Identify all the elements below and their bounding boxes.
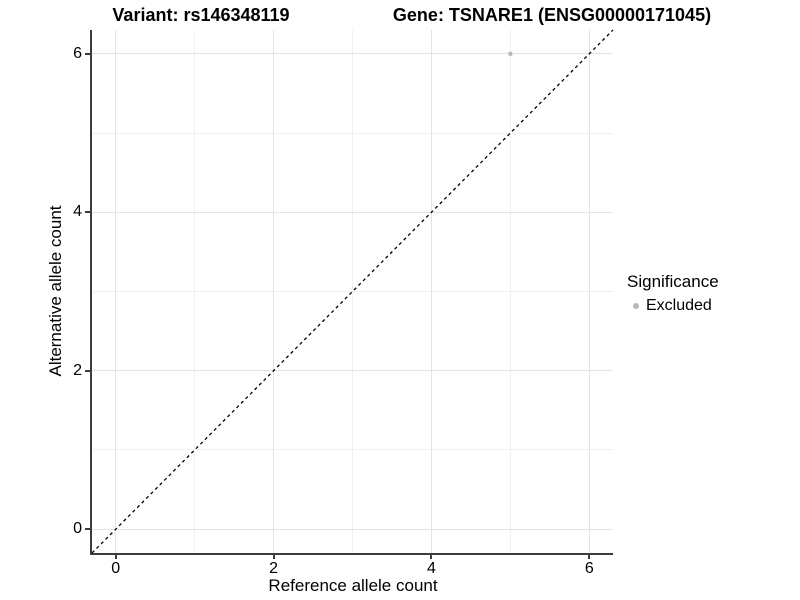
legend-key	[627, 298, 644, 315]
identity-dashed-line	[91, 29, 614, 554]
minor-gridline-vertical	[509, 30, 511, 553]
x-axis-tick	[588, 555, 591, 559]
x-axis-title: Reference allele count	[268, 576, 438, 595]
plot-draw-layer	[91, 29, 614, 554]
y-axis-tick-label: 6	[73, 44, 82, 62]
y-axis-tick	[85, 211, 90, 214]
y-axis-tick	[85, 52, 90, 55]
y-axis-tick-label: 2	[73, 361, 82, 379]
x-axis-line	[90, 553, 613, 555]
plot-panel: 0 2 4 6 0 2 4 6	[73, 29, 614, 577]
legend-title: Significance	[627, 272, 719, 291]
major-gridline-vertical	[430, 30, 432, 553]
legend-items: Excluded	[627, 297, 719, 315]
minor-gridline-horizontal	[92, 291, 613, 292]
plot-title-variant: Variant: rs146348119	[112, 5, 290, 25]
x-axis-tick	[114, 555, 117, 559]
legend-entry-label: Excluded	[646, 297, 712, 314]
y-axis-tick	[85, 369, 90, 372]
x-axis-tick-label: 2	[269, 560, 278, 577]
legend-marker-circle-icon	[632, 303, 639, 309]
x-axis-tick-label: 4	[426, 560, 436, 577]
y-axis-tick-label: 0	[73, 520, 82, 538]
x-axis-tick-label: 0	[111, 560, 121, 577]
plot-title-gene: Gene: TSNARE1 (ENSG00000171045)	[392, 5, 712, 25]
x-axis-tick-label: 6	[584, 560, 594, 577]
legend: Significance Excluded	[627, 272, 719, 315]
major-gridline-vertical	[588, 30, 590, 553]
x-axis-tick	[272, 555, 275, 559]
major-gridline-horizontal	[92, 370, 613, 372]
major-gridline-vertical	[273, 30, 275, 553]
major-gridline-horizontal	[92, 528, 613, 530]
y-axis-tick-label: 4	[73, 203, 82, 221]
major-gridline-vertical	[115, 30, 117, 553]
data-point	[508, 51, 513, 56]
x-axis-tick	[430, 555, 433, 559]
y-axis-title: Alternative allele count	[46, 205, 65, 377]
y-axis-tick	[85, 528, 90, 531]
legend-item: Excluded	[627, 297, 719, 315]
minor-gridline-horizontal	[92, 132, 613, 134]
y-axis-line	[90, 30, 92, 555]
major-gridline-horizontal	[92, 211, 613, 213]
major-gridline-horizontal	[92, 53, 613, 55]
